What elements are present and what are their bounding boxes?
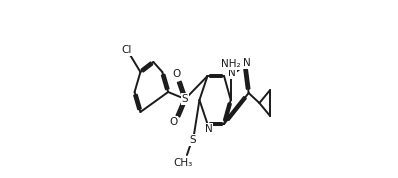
Text: S: S [182, 94, 188, 104]
Text: S: S [189, 135, 195, 145]
Text: N: N [228, 68, 236, 78]
Text: N: N [205, 124, 212, 134]
Text: CH₃: CH₃ [174, 158, 193, 168]
Text: Cl: Cl [121, 45, 132, 55]
Text: O: O [170, 117, 178, 127]
Text: N: N [243, 58, 251, 68]
Text: O: O [172, 69, 180, 79]
Text: NH₂: NH₂ [221, 59, 241, 69]
